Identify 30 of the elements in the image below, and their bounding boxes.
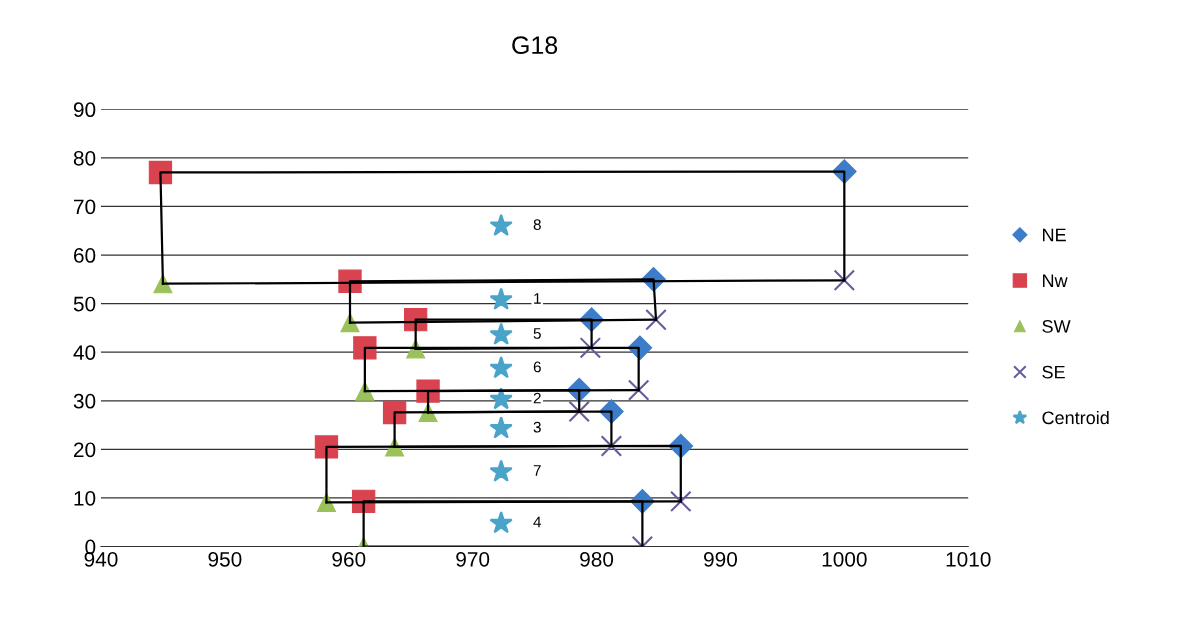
x-tick-label: 960 [332, 551, 366, 567]
annotation: 1 [534, 293, 541, 304]
x-tick-label: 970 [456, 551, 490, 567]
y-tick-label: 60 [74, 248, 96, 263]
x-tick-label: 950 [208, 551, 242, 567]
legend-label: SW [1042, 319, 1071, 333]
annotation: 7 [533, 465, 541, 476]
y-tick-label: 10 [74, 490, 96, 506]
annotation: 4 [533, 516, 542, 528]
x-tick-label: 1000 [822, 551, 867, 567]
y-tick-label: 50 [73, 296, 96, 312]
y-tick-label: 80 [73, 150, 96, 166]
annotation: 5 [533, 328, 541, 339]
legend-label: NE [1043, 228, 1066, 242]
x-tick-label: 990 [704, 551, 737, 567]
x-tick-label: 1010 [946, 551, 991, 567]
y-tick-label: 30 [73, 393, 96, 409]
legend-label: Centroid [1042, 410, 1109, 425]
annotation: 6 [533, 361, 541, 373]
annotation: 8 [533, 219, 541, 231]
y-tick-label: 70 [74, 199, 96, 215]
y-tick-label: 40 [73, 345, 96, 360]
legend-label: Nw [1043, 274, 1068, 287]
legend-label: SE [1042, 365, 1065, 379]
y-tick-label: 90 [73, 102, 96, 118]
chart-title: G18 [512, 36, 558, 54]
annotation: 3 [533, 421, 541, 433]
annotation: 2 [533, 392, 541, 404]
y-tick-label: 20 [74, 442, 96, 458]
x-tick-label: 980 [580, 551, 614, 567]
